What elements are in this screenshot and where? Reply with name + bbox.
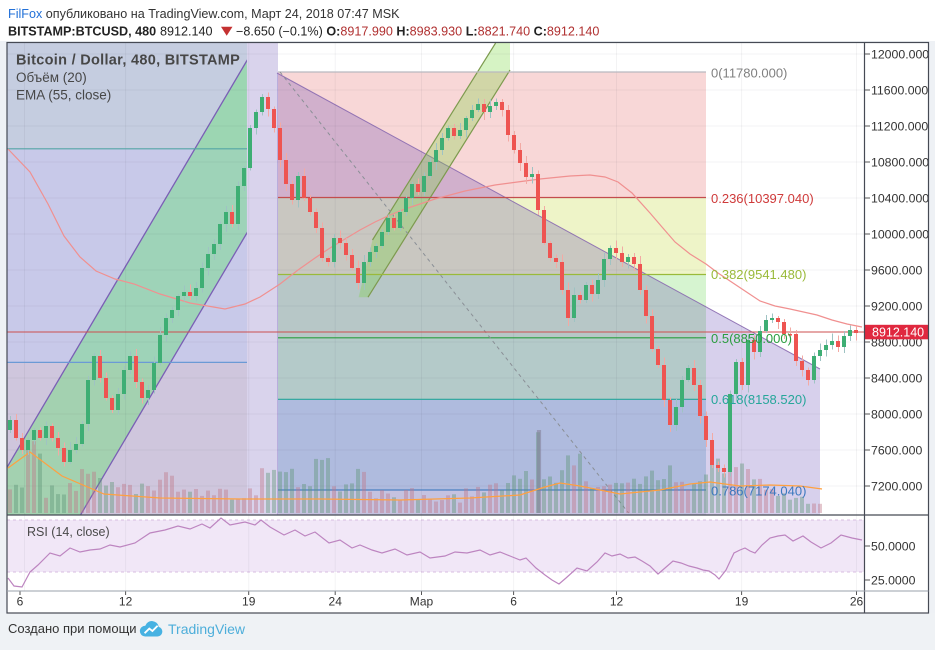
svg-text:6: 6 — [17, 595, 24, 609]
svg-text:RSI (14, close): RSI (14, close) — [27, 525, 110, 539]
svg-text:8000.000: 8000.000 — [871, 408, 922, 422]
svg-text:12000.000: 12000.000 — [871, 48, 929, 62]
svg-text:25.0000: 25.0000 — [871, 574, 916, 588]
svg-text:0.786(7174.040): 0.786(7174.040) — [711, 484, 806, 499]
svg-text:10800.000: 10800.000 — [871, 156, 929, 170]
svg-text:TradingView: TradingView — [168, 621, 246, 637]
svg-text:12: 12 — [610, 595, 624, 609]
svg-text:FilFox опубликовано на Trading: FilFox опубликовано на TradingView.com, … — [8, 7, 400, 21]
svg-text:Объём (20): Объём (20) — [16, 70, 87, 85]
svg-text:24: 24 — [329, 595, 343, 609]
svg-text:0.618(8158.520): 0.618(8158.520) — [711, 392, 806, 407]
svg-text:7600.000: 7600.000 — [871, 444, 922, 458]
svg-text:7200.000: 7200.000 — [871, 480, 922, 494]
svg-text:0(11780.000): 0(11780.000) — [711, 66, 787, 81]
svg-text:8400.000: 8400.000 — [871, 372, 922, 386]
svg-text:10400.000: 10400.000 — [871, 192, 929, 206]
svg-text:Мар: Мар — [410, 595, 434, 609]
svg-text:19: 19 — [735, 595, 749, 609]
svg-text:9200.000: 9200.000 — [871, 300, 922, 314]
svg-text:11200.000: 11200.000 — [871, 120, 928, 134]
svg-text:8912.140: 8912.140 — [160, 25, 213, 39]
svg-text:6: 6 — [510, 595, 517, 609]
svg-text:0.382(9541.480): 0.382(9541.480) — [711, 267, 806, 282]
svg-text:50.0000: 50.0000 — [871, 540, 916, 554]
svg-text:11600.000: 11600.000 — [871, 84, 928, 98]
svg-text:19: 19 — [242, 595, 256, 609]
svg-text:10000.000: 10000.000 — [871, 228, 929, 242]
svg-text:0.236(10397.040): 0.236(10397.040) — [711, 191, 814, 206]
svg-text:0.5(8850.000): 0.5(8850.000) — [711, 331, 792, 346]
svg-text:8912.140: 8912.140 — [872, 325, 924, 339]
svg-text:Bitcoin / Dollar, 480, BITSTAM: Bitcoin / Dollar, 480, BITSTAMP — [16, 53, 240, 69]
svg-text:BITSTAMP:BTCUSD, 480: BITSTAMP:BTCUSD, 480 — [8, 25, 156, 39]
svg-text:Создано при помощи: Создано при помощи — [8, 621, 137, 636]
svg-text:12: 12 — [119, 595, 133, 609]
svg-text:26: 26 — [850, 595, 864, 609]
svg-text:EMA (55, close): EMA (55, close) — [16, 88, 111, 103]
svg-text:9600.000: 9600.000 — [871, 264, 922, 278]
svg-text:−8.650 (−0.1%) O:8917.990 H:89: −8.650 (−0.1%) O:8917.990 H:8983.930 L:8… — [236, 25, 599, 39]
